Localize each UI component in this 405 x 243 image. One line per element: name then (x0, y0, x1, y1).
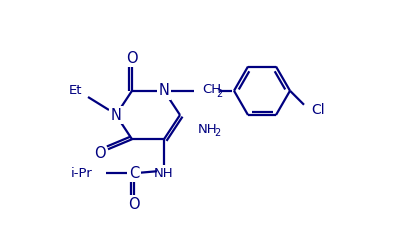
Text: NH: NH (154, 167, 174, 180)
Text: NH: NH (198, 122, 217, 136)
Text: i-Pr: i-Pr (70, 167, 92, 180)
Text: C: C (129, 166, 139, 181)
Text: N: N (159, 83, 169, 98)
Text: 2: 2 (214, 128, 220, 138)
Text: Cl: Cl (311, 103, 325, 117)
Text: Et: Et (68, 84, 82, 96)
Text: O: O (126, 51, 138, 66)
Text: O: O (128, 197, 140, 212)
Text: 2: 2 (216, 89, 222, 99)
Text: O: O (94, 146, 106, 161)
Text: CH: CH (202, 83, 221, 96)
Text: N: N (111, 107, 122, 122)
